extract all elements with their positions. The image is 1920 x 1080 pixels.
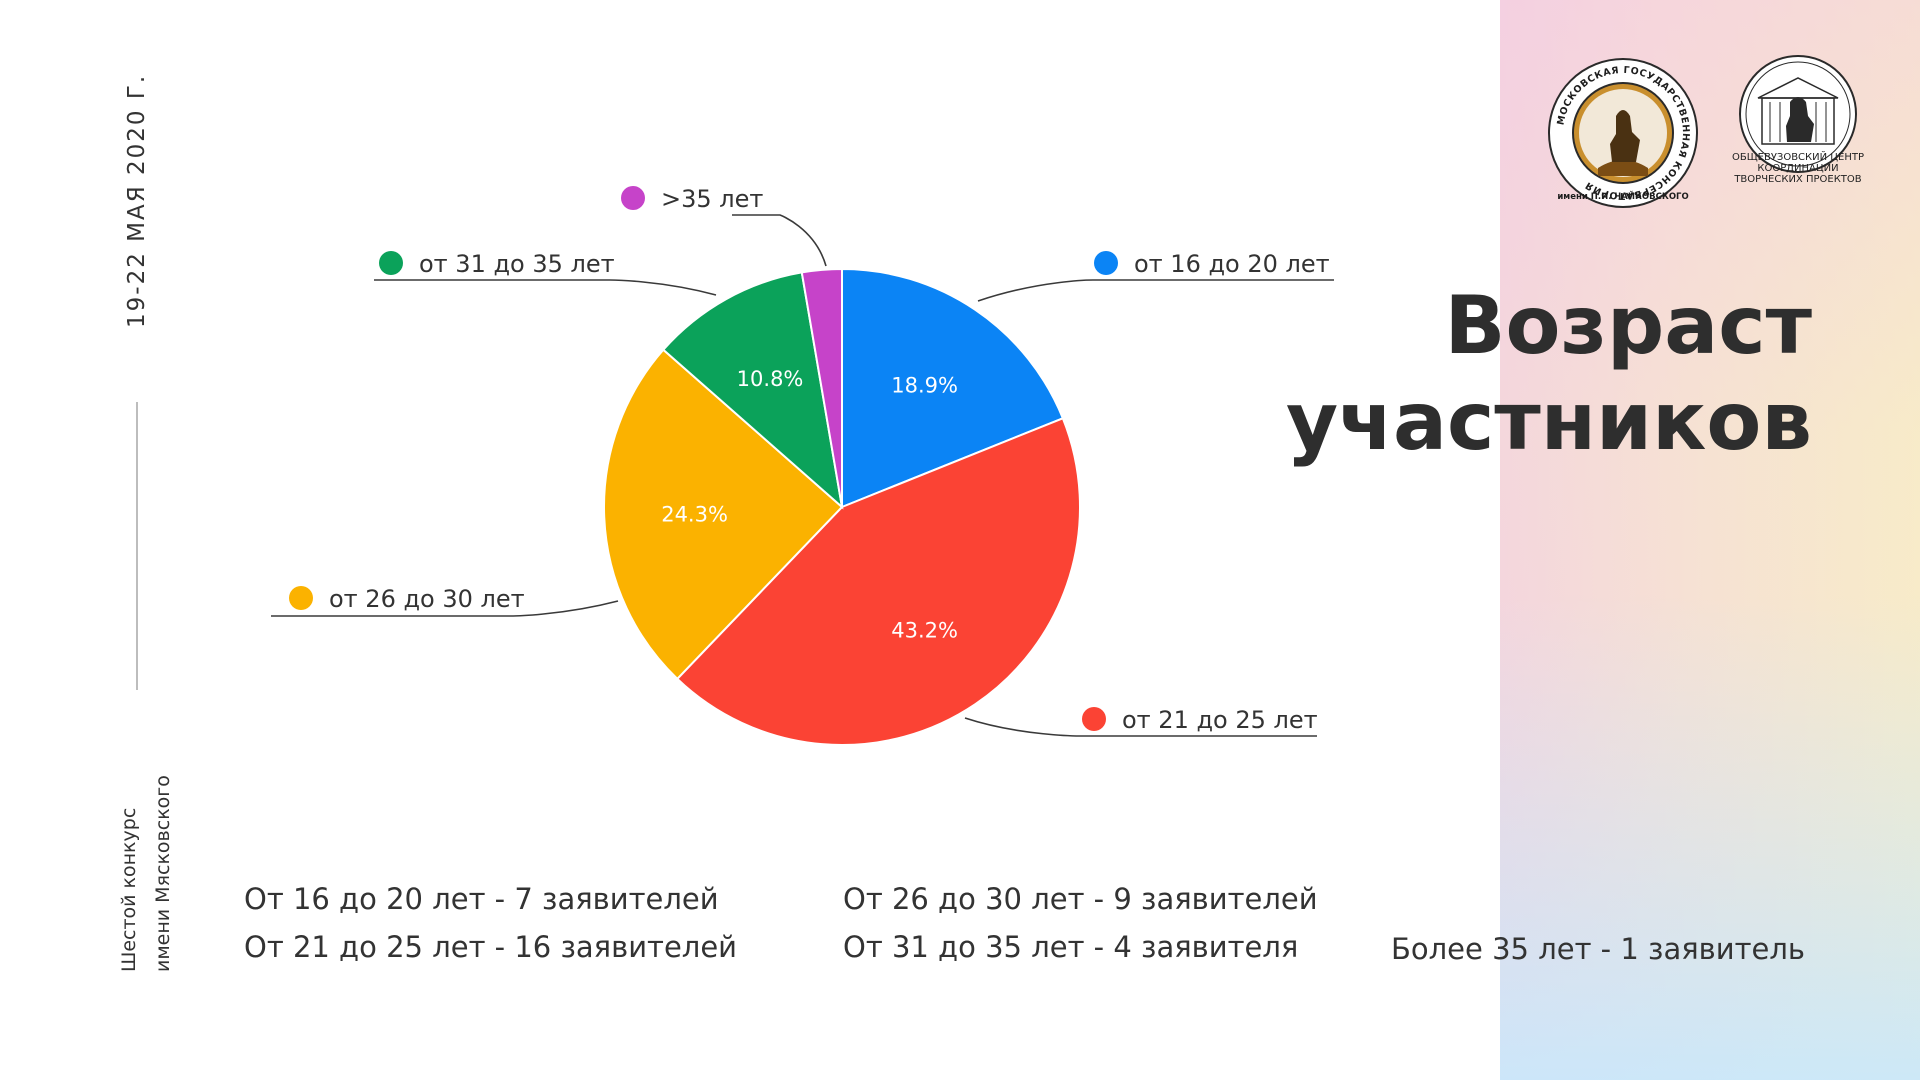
legend-marker xyxy=(289,586,313,610)
callout-leader-line xyxy=(271,600,619,617)
callout-leader-line xyxy=(374,279,717,296)
pie-slice xyxy=(661,271,844,510)
pie-slice xyxy=(675,416,1081,746)
callout-leader-line xyxy=(977,279,1334,302)
age-pie-chart: 18.9% от 16 до 20 лет 43.2% от 21 до 25 лет… xyxy=(271,185,1334,746)
callout-leader-line xyxy=(964,717,1317,737)
creative-center-logo xyxy=(1739,55,1857,173)
creative-center-caption: ОБЩЕВУЗОВСКИЙ ЦЕНТР КООРДИНАЦИИ ТВОРЧЕСК… xyxy=(1728,152,1868,185)
pie-slice xyxy=(603,348,844,681)
legend-marker xyxy=(379,251,403,275)
vertical-divider xyxy=(136,402,138,690)
stat-21-25: От 21 до 25 лет - 16 заявителей xyxy=(244,930,738,964)
stat-over-35: Более 35 лет - 1 заявитель xyxy=(1391,932,1805,966)
slice-percent-label: 10.8% xyxy=(737,367,804,391)
center-caption-line3: ТВОРЧЕСКИХ ПРОЕКТОВ xyxy=(1734,174,1862,185)
slide-title: Возраст участников xyxy=(1286,278,1812,470)
conservatory-bottom-text: имени П.И. ЧАЙКОВСКОГО xyxy=(1557,190,1688,202)
slice-category-label: от 16 до 20 лет xyxy=(1134,250,1330,278)
callout-leader-line xyxy=(732,214,827,267)
slice-percent-label: 24.3% xyxy=(661,502,728,526)
conservatory-logo: МОСКОВСКАЯ ГОСУДАРСТВЕННАЯ КОНСЕРВАТОРИЯ… xyxy=(1548,58,1698,208)
pie-slice xyxy=(800,267,843,508)
title-line2: участников xyxy=(1285,375,1812,468)
center-caption-line1: ОБЩЕВУЗОВСКИЙ ЦЕНТР xyxy=(1731,152,1865,163)
legend-marker xyxy=(1082,707,1106,731)
stat-31-35: От 31 до 35 лет - 4 заявителя xyxy=(843,930,1299,964)
slice-percent-label: 18.9% xyxy=(891,374,958,398)
stat-16-20: От 16 до 20 лет - 7 заявителей xyxy=(244,882,719,916)
legend-marker xyxy=(1094,251,1118,275)
center-caption-line2: КООРДИНАЦИИ xyxy=(1757,163,1839,174)
slice-category-label: от 31 до 35 лет xyxy=(419,250,615,278)
pie-slice xyxy=(841,267,1065,509)
slice-category-label: от 26 до 30 лет xyxy=(329,585,525,613)
stat-26-30: От 26 до 30 лет - 9 заявителей xyxy=(843,882,1318,916)
slice-percent-label: 43.2% xyxy=(891,618,958,642)
slice-category-label: >35 лет xyxy=(661,185,763,213)
slice-category-label: от 21 до 25 лет xyxy=(1122,706,1318,734)
title-line1: Возраст xyxy=(1444,279,1812,372)
legend-marker xyxy=(621,186,645,210)
